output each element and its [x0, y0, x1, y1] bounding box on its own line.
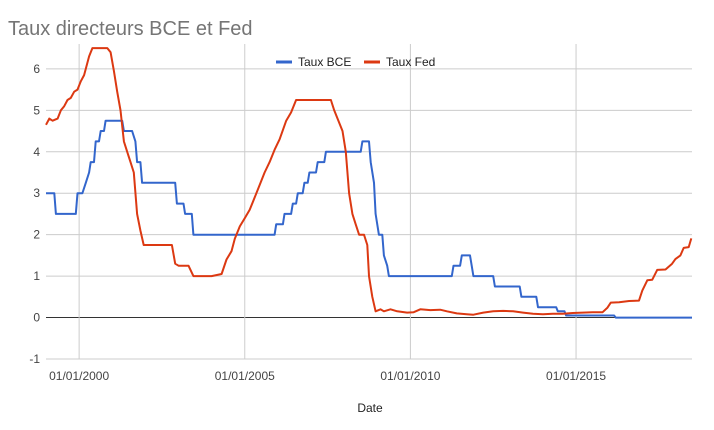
y-tick-label: 1 [33, 269, 40, 283]
x-tick-label: 01/01/2000 [49, 369, 109, 383]
x-tick-label: 01/01/2015 [546, 369, 606, 383]
y-tick-label: 3 [33, 186, 40, 200]
chart-title: Taux directeurs BCE et Fed [8, 18, 253, 40]
series-line-taux-fed [45, 47, 693, 316]
y-tick-label: 2 [33, 228, 40, 242]
y-tick-label: 4 [33, 145, 40, 159]
y-tick-label: 6 [33, 62, 40, 76]
x-tick-label: 01/01/2005 [215, 369, 275, 383]
y-tick-label: 5 [33, 103, 40, 117]
legend-label-taux-bce: Taux BCE [298, 55, 351, 69]
series-line-taux-bce [46, 119, 692, 319]
y-tick-label: 0 [33, 311, 40, 325]
legend: Taux BCE Taux Fed [276, 55, 435, 69]
x-tick-label: 01/01/2010 [380, 369, 440, 383]
series-lines [45, 47, 693, 319]
x-tick-labels: 01/01/2000 01/01/2005 01/01/2010 01/01/2015 [49, 369, 606, 383]
legend-label-taux-fed: Taux Fed [386, 55, 435, 69]
x-axis-label: Date [357, 401, 383, 415]
y-tick-labels: -1 0 1 2 3 4 5 6 [29, 62, 40, 366]
y-tick-label: -1 [29, 352, 40, 366]
